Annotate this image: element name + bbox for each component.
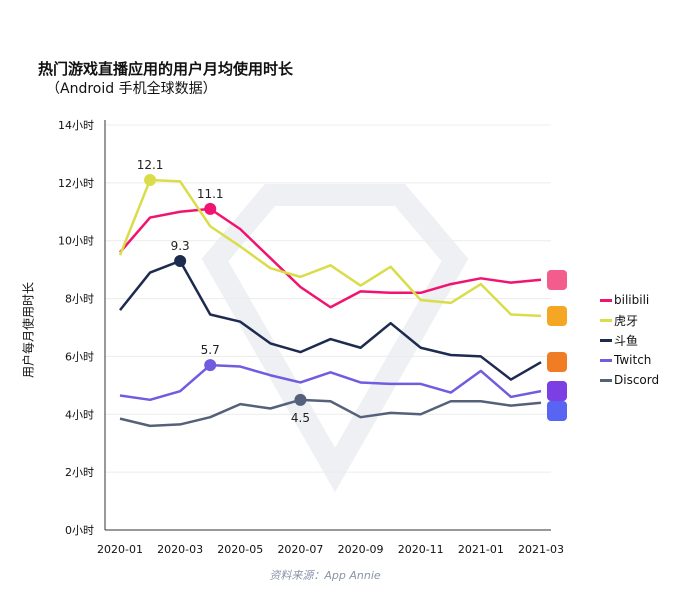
series-line-bilibili <box>119 207 542 309</box>
legend-swatch <box>600 338 612 342</box>
bilibili-app-icon <box>547 269 567 290</box>
highlight-point <box>204 202 217 215</box>
data-label: 5.7 <box>201 343 220 357</box>
discord-app-icon <box>547 400 567 421</box>
legend-item: 斗鱼 <box>600 330 659 350</box>
x-tick-label: 2020-09 <box>338 543 384 556</box>
x-tick-label: 2020-05 <box>217 543 263 556</box>
y-tick-label: 0小时 <box>65 524 94 537</box>
highlight-point <box>204 359 217 372</box>
data-label: 11.1 <box>197 187 224 201</box>
x-tick-label: 2020-11 <box>398 543 444 556</box>
legend-item: 虎牙 <box>600 310 659 330</box>
y-tick-label: 14小时 <box>58 119 94 132</box>
y-tick-label: 10小时 <box>58 235 94 248</box>
highlight-point <box>174 254 187 267</box>
data-label: 9.3 <box>171 239 190 253</box>
series-line-Discord <box>119 398 542 428</box>
x-tick-label: 2021-03 <box>518 543 564 556</box>
series-line-斗鱼 <box>119 259 542 381</box>
watermark-logo <box>201 184 469 493</box>
legend-item: Twitch <box>600 350 659 370</box>
y-tick-label: 4小时 <box>65 408 94 421</box>
huya-app-icon <box>547 305 567 326</box>
legend-swatch <box>600 298 612 302</box>
legend-swatch <box>600 378 612 382</box>
x-tick-label: 2021-01 <box>458 543 504 556</box>
y-tick-label: 6小时 <box>65 350 94 363</box>
legend-item: bilibili <box>600 290 659 310</box>
legend-label: Twitch <box>614 353 652 367</box>
legend-swatch <box>600 358 612 362</box>
chart-title: 热门游戏直播应用的用户月均使用时长 <box>38 60 294 78</box>
chart-subtitle: （Android 手机全球数据） <box>46 81 217 97</box>
y-tick-label: 2小时 <box>65 466 94 479</box>
x-tick-label: 2020-01 <box>97 543 143 556</box>
legend: bilibili 虎牙斗鱼 Twitch Discord <box>600 290 659 390</box>
legend-label: 虎牙 <box>614 313 639 328</box>
legend-label: Discord <box>614 373 660 387</box>
legend-swatch <box>600 318 612 322</box>
source-note: 资料来源：App Annie <box>269 569 381 582</box>
legend-item: Discord <box>600 370 659 390</box>
twitch-app-icon <box>547 381 567 402</box>
series-line-Twitch <box>119 363 542 402</box>
legend-label: bilibili <box>614 293 650 307</box>
y-tick-label: 8小时 <box>65 293 94 306</box>
highlight-point <box>294 393 307 406</box>
douyu-app-icon <box>547 352 567 373</box>
y-tick-label: 12小时 <box>58 177 94 190</box>
x-tick-label: 2020-03 <box>157 543 203 556</box>
data-label: 4.5 <box>291 411 310 425</box>
legend-label: 斗鱼 <box>614 333 639 348</box>
series-line-虎牙 <box>118 178 542 318</box>
x-tick-label: 2020-07 <box>277 543 323 556</box>
data-label: 12.1 <box>137 158 164 172</box>
highlight-point <box>144 173 157 186</box>
